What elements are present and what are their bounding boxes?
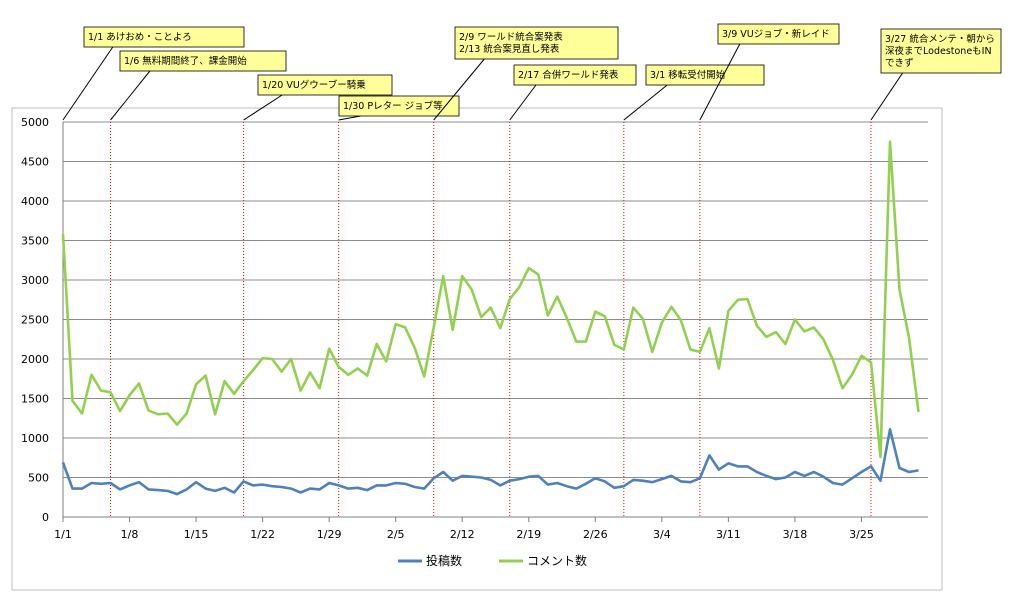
callout-box — [454, 26, 619, 60]
series-line — [61, 427, 919, 496]
x-tick-label: 2/12 — [450, 528, 475, 541]
callout-box — [257, 74, 393, 96]
y-tick-label: 4000 — [21, 195, 49, 208]
legend-label: コメント数 — [527, 553, 587, 568]
x-tick-label: 2/26 — [583, 528, 608, 541]
callout-box — [717, 23, 840, 45]
x-tick-label: 2/19 — [516, 528, 541, 541]
callout-text: 3/1 移転受付開始 — [650, 69, 726, 81]
callout-text: 深夜までLodestoneもIN — [885, 45, 992, 57]
callout-text: 1/1 あけおめ・ことよろ — [88, 32, 192, 43]
callout-box — [880, 28, 1002, 74]
annotation-callouts: 1/1 あけおめ・ことよろ 1/6 無料期間終了、課金開始 1/20 VUグウーブー… — [62, 23, 1002, 121]
x-tick-label: 3/25 — [849, 528, 874, 541]
callout-text: できず — [885, 58, 914, 69]
y-tick-label: 1500 — [21, 393, 49, 406]
callout-box — [83, 26, 245, 48]
legend: 投稿数 コメント数 — [398, 553, 587, 568]
callout-text: 1/30 Pレター ジョブ等 — [343, 100, 443, 112]
series-lines — [61, 140, 920, 496]
y-tick-label: 500 — [28, 472, 49, 485]
x-tick-label: 2/5 — [387, 528, 405, 541]
callout-text: 3/9 VUジョブ・新レイド — [722, 28, 830, 40]
y-tick-label: 1000 — [21, 432, 49, 445]
y-tick-label: 2000 — [21, 353, 49, 366]
callout-pointer — [699, 43, 741, 121]
y-tick-label: 0 — [42, 511, 49, 524]
x-tick-label: 3/11 — [716, 528, 741, 541]
x-tick-label: 3/18 — [783, 528, 808, 541]
y-tick-label: 4500 — [21, 156, 49, 169]
series-line — [61, 140, 920, 459]
chart-area — [11, 107, 943, 591]
callout-text: 2/9 ワールド統合案発表 — [459, 31, 563, 43]
x-tick-label: 1/1 — [54, 528, 72, 541]
legend-label: 投稿数 — [426, 553, 462, 568]
y-tick-label: 3000 — [21, 274, 49, 287]
x-tick-label: 1/8 — [121, 528, 139, 541]
callout-box — [513, 64, 637, 86]
callout-box — [645, 64, 765, 86]
callout-pointer — [338, 115, 361, 121]
callout-box — [119, 50, 287, 72]
x-tick-label: 1/15 — [184, 528, 209, 541]
x-tick-label: 1/22 — [250, 528, 275, 541]
callout-text: 2/17 合併ワールド発表 — [518, 69, 619, 81]
callout-pointer — [870, 72, 904, 121]
callout-text: 2/13 統合案見直し発表 — [459, 43, 560, 55]
y-tick-label: 3500 — [21, 235, 49, 248]
callout-pointer — [243, 94, 283, 121]
y-tick-label: 5000 — [21, 116, 49, 129]
callout-pointer — [62, 46, 114, 121]
x-tick-label: 3/4 — [653, 528, 671, 541]
callout-pointer — [623, 84, 668, 121]
callout-box — [338, 95, 460, 117]
callout-text: 3/27 統合メンテ・朝から — [885, 33, 995, 45]
axes: 0 500 1000 1500 2000 2500 3000 3500 4000 4500 5000… — [21, 116, 928, 541]
callout-pointer — [509, 84, 537, 121]
callout-text: 1/20 VUグウーブー騎乗 — [262, 79, 366, 91]
callout-text: 1/6 無料期間終了、課金開始 — [124, 55, 247, 67]
y-tick-label: 2500 — [21, 314, 49, 327]
x-tick-label: 1/29 — [317, 528, 342, 541]
callout-pointer — [110, 70, 151, 121]
callout-pointer — [433, 58, 485, 121]
